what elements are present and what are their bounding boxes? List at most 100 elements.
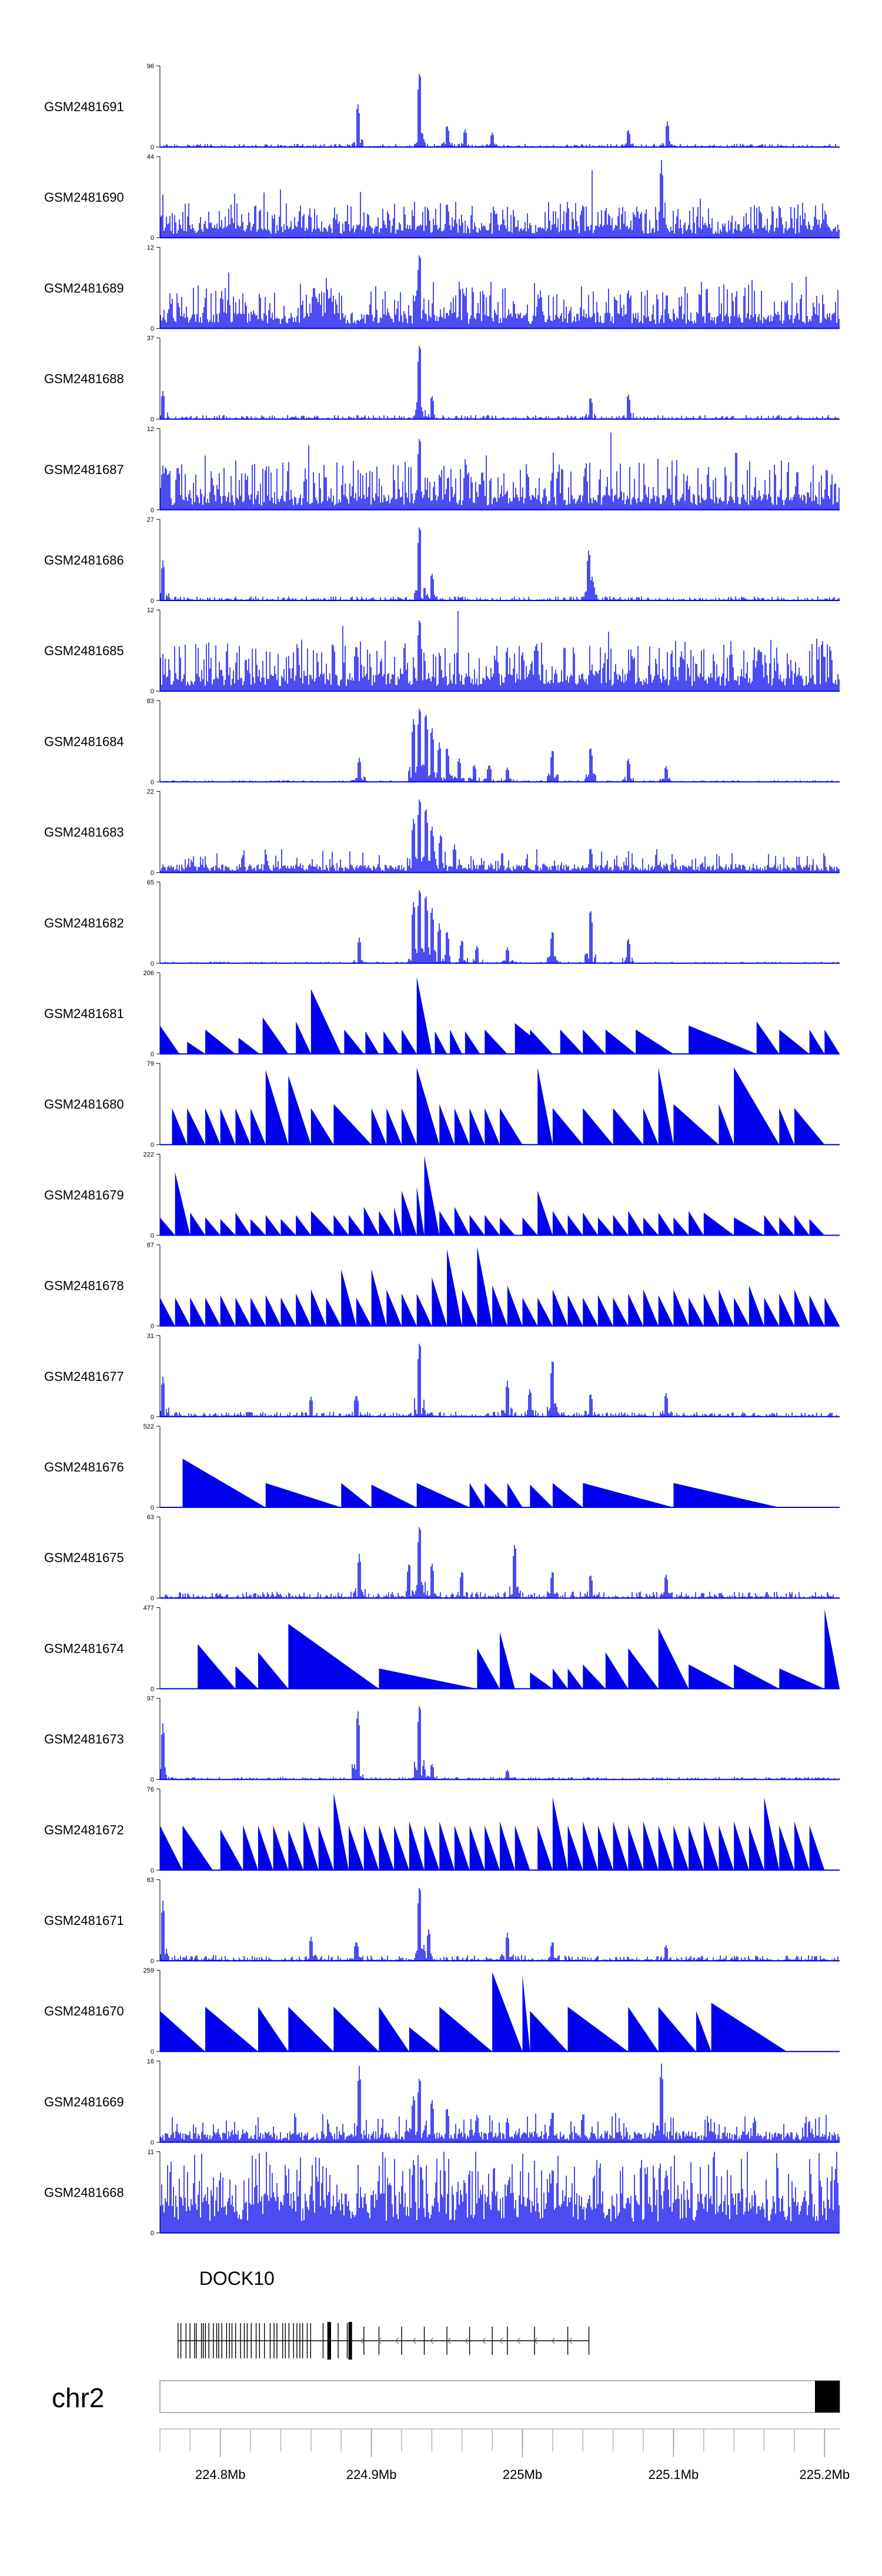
coverage-triangle bbox=[288, 2007, 334, 2052]
coverage-triangle bbox=[552, 1289, 568, 1326]
gene-annotation-track: DOCK10 bbox=[178, 2268, 590, 2360]
coverage-triangle bbox=[673, 1104, 719, 1145]
axis-tick-label: 225.2Mb bbox=[799, 2467, 850, 2482]
coverage-triangle bbox=[530, 1029, 553, 1054]
coverage-triangle bbox=[809, 1029, 825, 1054]
coverage-triangle bbox=[658, 1627, 689, 1689]
coverage-triangle bbox=[658, 2007, 696, 2052]
y-max-label: 63 bbox=[147, 1514, 154, 1521]
coverage-triangle bbox=[673, 1825, 689, 1870]
y-max-label: 259 bbox=[143, 1967, 154, 1974]
coverage-triangle bbox=[371, 1269, 387, 1326]
coverage-triangle bbox=[341, 1483, 372, 1507]
coverage-triangle bbox=[386, 1289, 402, 1326]
track-GSM2481681: GSM2481681 206 0 bbox=[44, 970, 840, 1058]
y-zero-label: 0 bbox=[151, 1867, 154, 1874]
coverage-triangle bbox=[371, 1108, 387, 1145]
coverage-triangle bbox=[424, 1156, 440, 1236]
coverage-triangle bbox=[273, 1825, 289, 1870]
coverage-triangle bbox=[500, 1108, 523, 1145]
y-zero-label: 0 bbox=[151, 235, 154, 242]
coverage-triangle bbox=[220, 1829, 243, 1870]
coverage-triangle bbox=[809, 1825, 825, 1870]
coverage-triangle bbox=[424, 1825, 440, 1870]
coverage-triangle bbox=[824, 1297, 840, 1326]
coverage-triangle bbox=[522, 1217, 538, 1236]
coverage-triangle bbox=[514, 1825, 530, 1870]
coverage-triangle bbox=[492, 1285, 507, 1326]
coverage-triangle bbox=[265, 1483, 342, 1507]
coverage-triangle bbox=[409, 1821, 425, 1870]
gene-exons bbox=[178, 2323, 590, 2358]
axis-tick-label: 225.1Mb bbox=[649, 2467, 699, 2482]
coverage-triangle bbox=[238, 1037, 260, 1054]
track-GSM2481670: GSM2481670 259 0 bbox=[44, 1967, 840, 2056]
coverage-triangle bbox=[394, 1825, 409, 1870]
coverage-signal bbox=[160, 74, 840, 147]
coverage-triangle bbox=[560, 1029, 583, 1054]
coverage-signal bbox=[160, 611, 840, 692]
track-GSM2481674: GSM2481674 477 0 bbox=[44, 1604, 840, 1693]
coverage-triangle bbox=[416, 1186, 425, 1236]
coverage-triangle bbox=[439, 1211, 455, 1236]
coverage-triangle bbox=[537, 1825, 553, 1870]
coverage-triangle bbox=[469, 1214, 485, 1236]
coverage-triangle bbox=[703, 1821, 719, 1870]
y-max-label: 16 bbox=[147, 2058, 154, 2065]
coverage-signal bbox=[160, 890, 840, 963]
coverage-triangle bbox=[416, 1067, 440, 1145]
coverage-triangle bbox=[318, 1825, 334, 1870]
coverage-triangle bbox=[734, 1217, 764, 1236]
y-max-label: 97 bbox=[147, 1696, 154, 1703]
track-label: GSM2481671 bbox=[44, 1913, 124, 1928]
y-max-label: 477 bbox=[143, 1604, 154, 1611]
coverage-triangle bbox=[719, 1104, 734, 1145]
genome-axis: 224.8Mb 224.9Mb 225Mb 225.1Mb 225.2Mb bbox=[159, 2428, 850, 2482]
track-GSM2481676: GSM2481676 522 0 bbox=[44, 1423, 840, 1511]
coverage-triangle bbox=[537, 1190, 553, 1236]
coverage-triangle bbox=[613, 1297, 629, 1326]
coverage-triangle bbox=[296, 1293, 311, 1326]
y-zero-label: 0 bbox=[151, 1686, 154, 1693]
coverage-triangle bbox=[643, 1217, 659, 1236]
y-zero-label: 0 bbox=[151, 688, 154, 695]
track-GSM2481668: GSM2481668 11 0 bbox=[44, 2149, 840, 2237]
coverage-triangle bbox=[583, 1821, 598, 1870]
coverage-triangle bbox=[265, 1070, 289, 1145]
coverage-triangle bbox=[265, 1295, 281, 1326]
coverage-triangle bbox=[643, 1108, 659, 1145]
coverage-triangle bbox=[552, 1797, 568, 1870]
coverage-triangle bbox=[824, 1609, 840, 1689]
coverage-triangle bbox=[643, 1821, 659, 1870]
coverage-triangle bbox=[703, 1212, 734, 1236]
gene-name-label: DOCK10 bbox=[199, 2268, 275, 2289]
coverage-triangle bbox=[235, 1297, 251, 1326]
coverage-triangle bbox=[296, 1021, 311, 1054]
coverage-triangle bbox=[703, 1293, 719, 1326]
coverage-triangle bbox=[333, 1793, 349, 1870]
track-GSM2481682: GSM2481682 65 0 bbox=[44, 879, 840, 967]
coverage-triangle bbox=[824, 1029, 840, 1054]
y-max-label: 12 bbox=[147, 244, 154, 251]
coverage-triangle bbox=[779, 1825, 794, 1870]
coverage-triangle bbox=[477, 1648, 500, 1689]
coverage-triangle bbox=[439, 2007, 493, 2052]
coverage-triangle bbox=[689, 1825, 704, 1870]
track-label: GSM2481682 bbox=[44, 916, 124, 930]
coverage-triangle bbox=[500, 1821, 515, 1870]
chromosome-ideogram: chr2 bbox=[52, 2380, 840, 2413]
coverage-triangle bbox=[349, 1214, 364, 1236]
y-max-label: 206 bbox=[143, 970, 154, 977]
track-GSM2481673: GSM2481673 97 0 bbox=[44, 1696, 840, 1784]
coverage-triangle bbox=[447, 1249, 462, 1326]
track-label: GSM2481676 bbox=[44, 1460, 124, 1474]
coverage-triangle bbox=[673, 1483, 780, 1507]
track-label: GSM2481681 bbox=[44, 1006, 124, 1021]
coverage-triangle bbox=[583, 1029, 606, 1054]
strand-arrows bbox=[360, 2337, 573, 2344]
track-label: GSM2481691 bbox=[44, 99, 124, 114]
axis-tick-label: 224.9Mb bbox=[346, 2467, 397, 2482]
coverage-triangle bbox=[530, 1484, 553, 1507]
coverage-triangle bbox=[435, 1031, 447, 1054]
